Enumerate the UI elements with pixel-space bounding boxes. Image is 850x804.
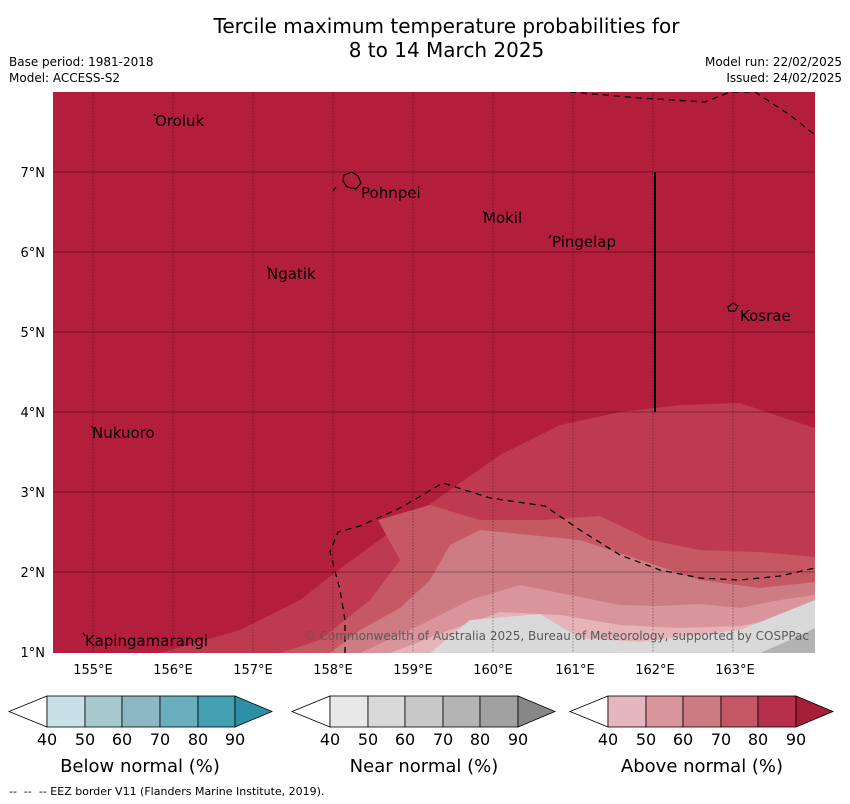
legend-below-max-arrow <box>234 695 274 728</box>
model-name: Model: ACCESS-S2 <box>9 71 121 85</box>
lon-tick-label: 155°E <box>73 663 113 678</box>
legend-below-swatch <box>121 695 161 728</box>
lat-tick-label: 1°N <box>21 646 46 661</box>
longitude-tick-labels: 155°E 156°E 157°E 158°E 159°E 160°E 161°… <box>73 663 755 678</box>
legend-above-swatch <box>607 695 647 728</box>
issued-date: Issued: 24/02/2025 <box>726 71 842 85</box>
map-title: Tercile maximum temperature probabilitie… <box>0 14 850 62</box>
legend-below-label: Below normal (%) <box>60 756 220 777</box>
legend-above-swatch <box>757 695 797 728</box>
near-normal-dark-region <box>760 628 815 653</box>
legend-near-swatch <box>367 695 406 728</box>
place-label: Ngatik <box>267 265 316 283</box>
title-line-1: Tercile maximum temperature probabilitie… <box>213 14 680 38</box>
legend-tick: 50 <box>358 730 378 749</box>
model-run: Model run: 22/02/2025 <box>704 55 842 69</box>
legend-near-swatch <box>442 695 481 728</box>
place-label: Kosrae <box>740 307 791 325</box>
copyright-text: © Commonwealth of Australia 2025, Bureau… <box>304 629 809 643</box>
base-period: Base period: 1981-2018 <box>9 55 154 69</box>
legend-below-min-arrow <box>7 695 48 728</box>
legend-tick: 80 <box>748 730 768 749</box>
lat-tick-label: 2°N <box>21 566 46 581</box>
place-label: Pohnpei <box>361 184 421 202</box>
legend-tick: 40 <box>598 730 618 749</box>
legend-tick: 90 <box>225 730 245 749</box>
lat-tick-label: 4°N <box>21 406 46 421</box>
lon-tick-label: 157°E <box>233 663 273 678</box>
legend-above-max-arrow <box>795 695 835 728</box>
legend-near-min-arrow <box>290 695 331 728</box>
near-normal-region <box>430 600 815 653</box>
place-label: Oroluk <box>155 112 204 130</box>
place-label: Mokil <box>483 209 522 227</box>
lon-tick-label: 162°E <box>635 663 675 678</box>
title-line-2: 8 to 14 March 2025 <box>348 38 545 62</box>
lon-tick-label: 163°E <box>715 663 755 678</box>
graticule <box>53 171 815 573</box>
legend-tick: 80 <box>188 730 208 749</box>
legend-near-swatch <box>479 695 519 728</box>
legend-tick: 40 <box>37 730 57 749</box>
legend-tick: 70 <box>711 730 731 749</box>
legend-tick: 90 <box>508 730 528 749</box>
legend-below-normal: 40 50 60 70 80 90 Below normal (%) <box>7 695 274 777</box>
legend-above-normal: 40 50 60 70 80 90 Above normal (%) <box>568 695 835 777</box>
lat-tick-label: 6°N <box>21 246 46 261</box>
legend-below-swatch <box>84 695 123 728</box>
legend-above-swatch <box>682 695 722 728</box>
legend-above-min-arrow <box>568 695 609 728</box>
legend-above-label: Above normal (%) <box>621 756 783 777</box>
legend-tick: 80 <box>470 730 490 749</box>
latitude-tick-labels: 1°N 2°N 3°N 4°N 5°N 6°N 7°N <box>21 166 46 661</box>
legend-tick: 70 <box>433 730 453 749</box>
lon-tick-label: 160°E <box>473 663 513 678</box>
legend-tick: 90 <box>786 730 806 749</box>
legend-below-swatch <box>159 695 199 728</box>
legend-near-label: Near normal (%) <box>350 756 499 777</box>
meta-left: Base period: 1981-2018 Model: ACCESS-S2 <box>9 54 154 86</box>
legend-tick: 50 <box>636 730 656 749</box>
lat-tick-label: 5°N <box>21 326 46 341</box>
legend-near-swatch <box>329 695 369 728</box>
lat-tick-label: 7°N <box>21 166 46 181</box>
legend-above-swatch <box>645 695 684 728</box>
legend-below-swatch <box>46 695 86 728</box>
legend-tick: 70 <box>150 730 170 749</box>
legend-below-swatch <box>197 695 236 728</box>
lat-tick-label: 3°N <box>21 486 46 501</box>
lon-tick-label: 158°E <box>313 663 353 678</box>
legend-tick: 60 <box>112 730 132 749</box>
place-label: Kapingamarangi <box>85 632 208 650</box>
legend-above-swatch <box>720 695 759 728</box>
eez-borders <box>329 92 815 653</box>
place-labels: Oroluk Pohnpei Mokil Pingelap Ngatik Kos… <box>85 112 791 650</box>
legend-tick: 60 <box>673 730 693 749</box>
lon-tick-label: 159°E <box>393 663 433 678</box>
eez-footnote: -- -- -- EEZ border V11 (Flanders Marine… <box>9 785 325 798</box>
map-field <box>53 92 815 653</box>
legend-tick: 60 <box>395 730 415 749</box>
place-label: Pingelap <box>552 233 616 251</box>
legend-near-swatch <box>404 695 444 728</box>
legend-tick: 40 <box>320 730 340 749</box>
lon-tick-label: 161°E <box>555 663 595 678</box>
place-label: Nukuoro <box>92 424 155 442</box>
graticule-meridians <box>92 92 734 653</box>
legend-near-normal: 40 50 60 70 80 90 Near normal (%) <box>290 695 557 777</box>
lon-tick-label: 156°E <box>153 663 193 678</box>
meta-right: Model run: 22/02/2025 Issued: 24/02/2025 <box>705 54 842 86</box>
islands <box>82 113 739 637</box>
legend-near-max-arrow <box>517 695 557 728</box>
legend-tick: 50 <box>75 730 95 749</box>
